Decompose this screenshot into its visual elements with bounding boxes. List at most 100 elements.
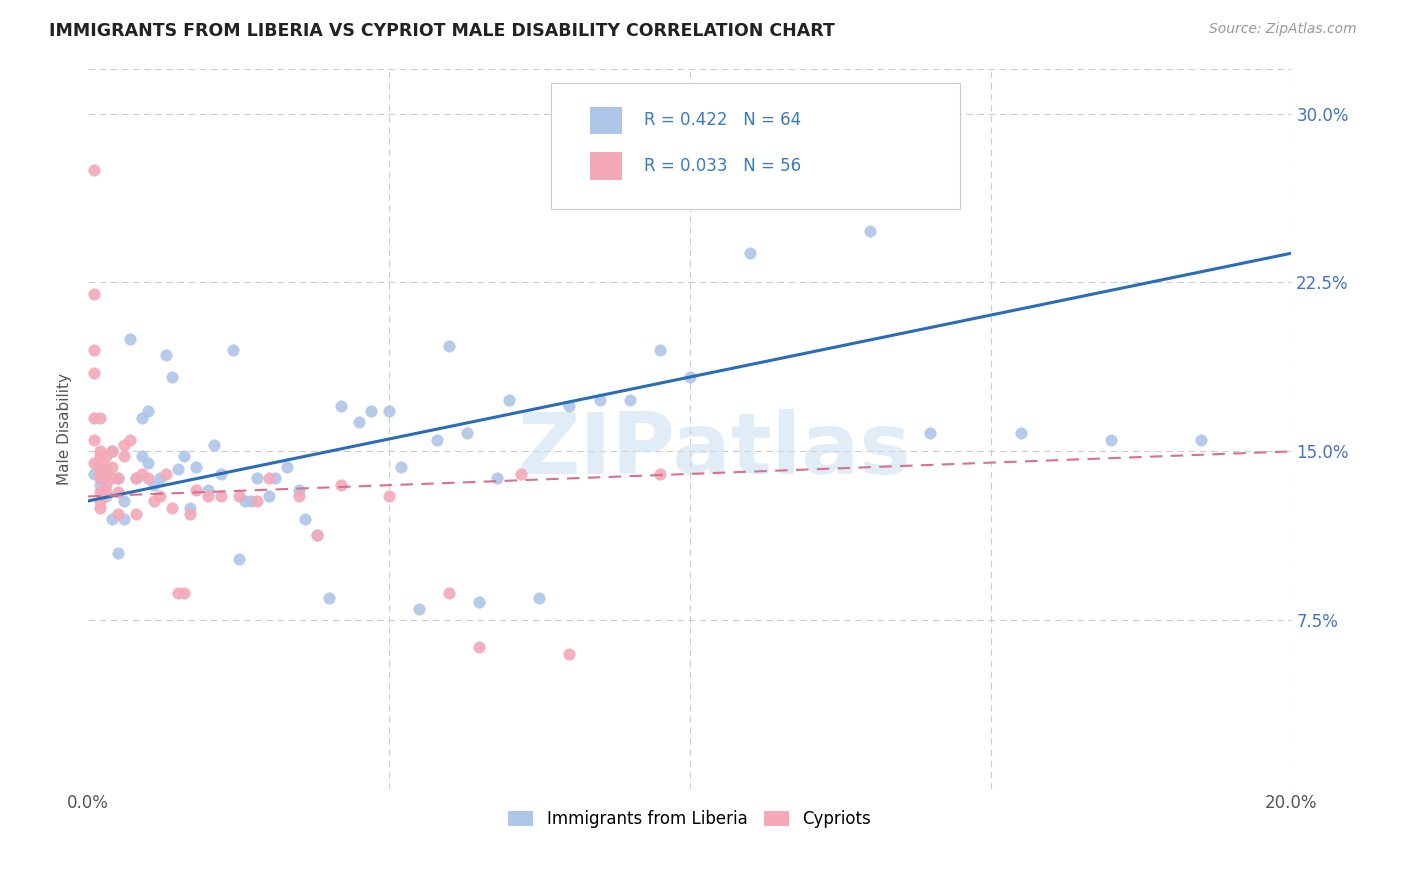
Point	[89, 410, 111, 425]
Point	[799, 178, 821, 193]
Point	[89, 471, 111, 485]
Point	[179, 508, 201, 522]
Point	[89, 484, 111, 499]
Point	[305, 527, 328, 541]
Point	[112, 449, 135, 463]
Point	[136, 456, 159, 470]
Point	[209, 490, 232, 504]
Point	[112, 494, 135, 508]
Point	[107, 508, 129, 522]
Point	[186, 460, 208, 475]
Point	[329, 478, 352, 492]
Point	[83, 343, 105, 357]
Point	[389, 460, 412, 475]
Point	[83, 162, 105, 177]
Point	[136, 404, 159, 418]
Point	[83, 286, 105, 301]
Point	[468, 640, 491, 655]
Point	[96, 467, 118, 481]
Point	[239, 494, 262, 508]
Point	[498, 392, 520, 407]
Point	[131, 410, 153, 425]
Point	[197, 483, 219, 497]
Point	[131, 449, 153, 463]
Point	[83, 410, 105, 425]
Point	[83, 433, 105, 447]
Point	[143, 494, 166, 508]
Text: R = 0.422   N = 64: R = 0.422 N = 64	[644, 112, 801, 129]
Point	[112, 437, 135, 451]
Point	[125, 471, 148, 485]
Point	[456, 426, 478, 441]
Point	[101, 512, 124, 526]
Point	[648, 343, 671, 357]
Point	[257, 490, 280, 504]
Point	[305, 527, 328, 541]
Point	[588, 392, 610, 407]
Point	[107, 546, 129, 560]
Point	[125, 508, 148, 522]
Point	[221, 343, 243, 357]
Point	[510, 467, 533, 481]
Point	[294, 512, 316, 526]
Point	[179, 500, 201, 515]
Point	[558, 400, 581, 414]
Point	[437, 338, 460, 352]
Point	[167, 462, 190, 476]
Point	[101, 444, 124, 458]
Point	[149, 471, 172, 485]
Point	[529, 591, 551, 605]
Point	[263, 471, 285, 485]
Point	[228, 490, 250, 504]
Point	[408, 602, 430, 616]
Text: Source: ZipAtlas.com: Source: ZipAtlas.com	[1209, 22, 1357, 37]
Y-axis label: Male Disability: Male Disability	[58, 373, 72, 485]
Point	[96, 460, 118, 475]
Point	[89, 449, 111, 463]
Point	[131, 467, 153, 481]
Point	[318, 591, 340, 605]
Text: IMMIGRANTS FROM LIBERIA VS CYPRIOT MALE DISABILITY CORRELATION CHART: IMMIGRANTS FROM LIBERIA VS CYPRIOT MALE …	[49, 22, 835, 40]
Point	[437, 586, 460, 600]
Point	[1189, 433, 1212, 447]
Point	[1099, 433, 1122, 447]
Point	[204, 437, 226, 451]
Point	[101, 471, 124, 485]
Point	[155, 347, 177, 361]
Point	[155, 467, 177, 481]
Point	[679, 370, 702, 384]
Point	[1010, 426, 1032, 441]
Point	[89, 444, 111, 458]
FancyBboxPatch shape	[551, 83, 960, 209]
Point	[89, 478, 111, 492]
Point	[378, 404, 401, 418]
Point	[347, 415, 370, 429]
Point	[107, 484, 129, 499]
Point	[738, 246, 761, 260]
Point	[89, 494, 111, 508]
Text: R = 0.033   N = 56: R = 0.033 N = 56	[644, 157, 801, 175]
Point	[619, 392, 641, 407]
Point	[107, 471, 129, 485]
Point	[558, 647, 581, 661]
FancyBboxPatch shape	[591, 107, 621, 134]
Point	[96, 449, 118, 463]
Point	[426, 433, 449, 447]
Point	[233, 494, 256, 508]
Point	[378, 490, 401, 504]
Point	[167, 586, 190, 600]
Point	[101, 444, 124, 458]
Point	[96, 478, 118, 492]
Point	[125, 471, 148, 485]
Point	[89, 467, 111, 481]
Point	[468, 595, 491, 609]
Point	[101, 460, 124, 475]
Point	[89, 460, 111, 475]
Point	[83, 456, 105, 470]
Point	[107, 471, 129, 485]
Point	[120, 332, 142, 346]
Point	[228, 552, 250, 566]
Point	[112, 512, 135, 526]
Point	[96, 490, 118, 504]
Point	[246, 471, 269, 485]
